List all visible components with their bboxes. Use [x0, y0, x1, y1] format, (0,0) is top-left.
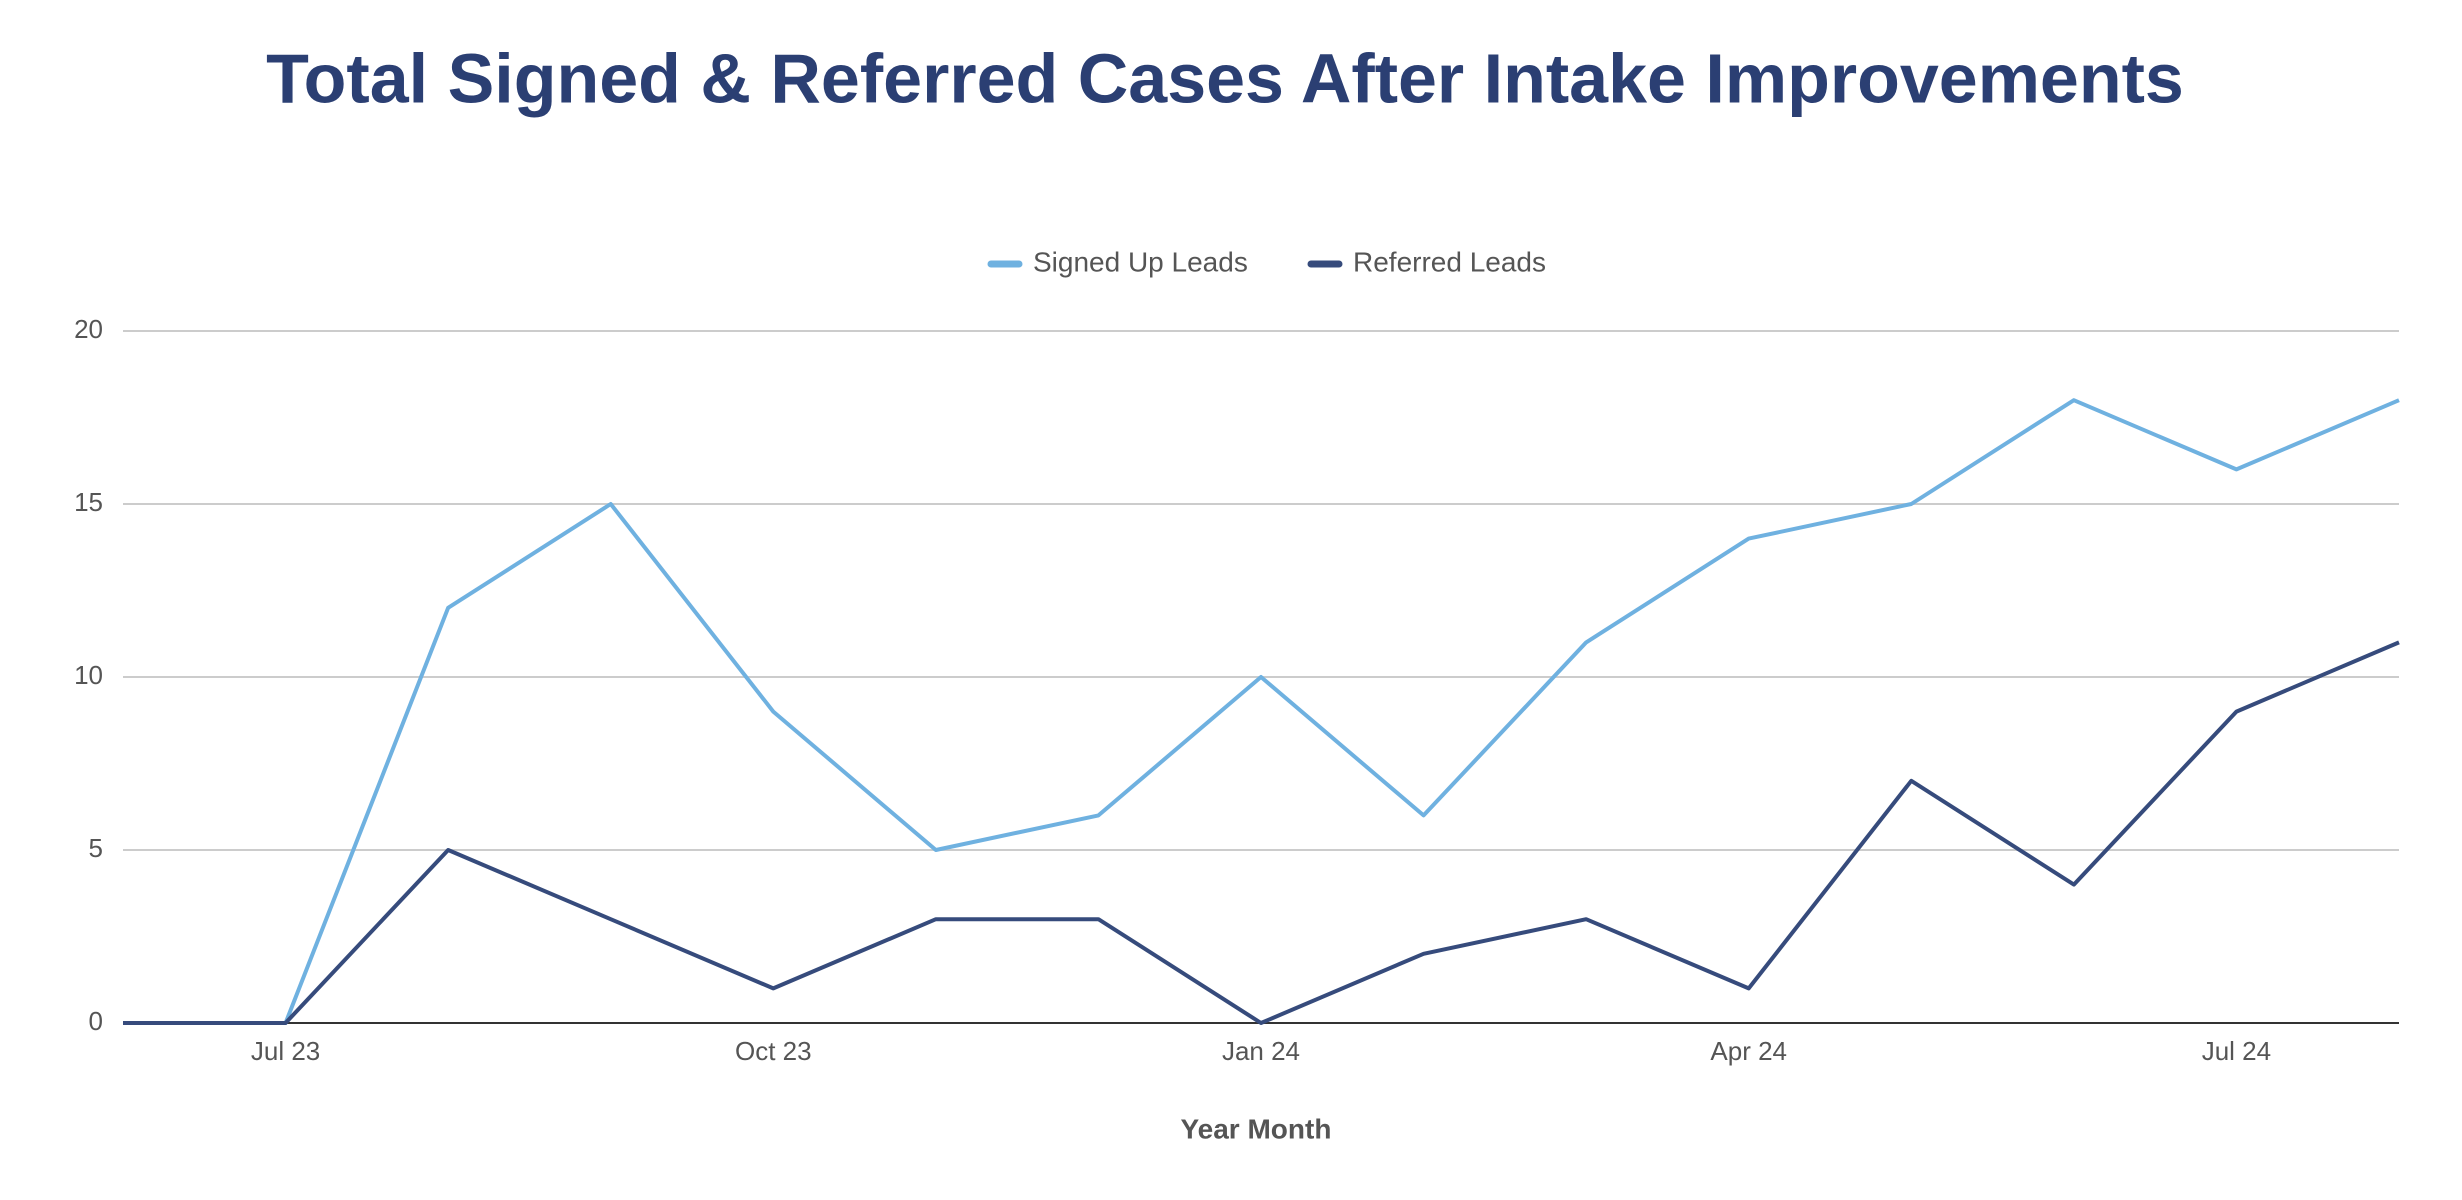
- x-tick-label: Apr 24: [1710, 1036, 1787, 1066]
- chart-title: Total Signed & Referred Cases After Inta…: [266, 39, 2184, 117]
- x-tick-label: Jul 24: [2202, 1036, 2271, 1066]
- y-tick-label: 15: [74, 487, 103, 517]
- x-tick-label: Jan 24: [1222, 1036, 1300, 1066]
- legend-label: Signed Up Leads: [1033, 246, 1248, 277]
- x-axis-title: Year Month: [1181, 1113, 1332, 1144]
- legend-label: Referred Leads: [1353, 246, 1546, 277]
- x-tick-label: Jul 23: [251, 1036, 320, 1066]
- series-line: [123, 398, 2400, 1025]
- y-tick-label: 5: [89, 833, 103, 863]
- y-tick-label: 0: [89, 1006, 103, 1036]
- x-tick-label: Oct 23: [735, 1036, 812, 1066]
- y-tick-label: 10: [74, 660, 103, 690]
- series-line: [123, 640, 2400, 1025]
- y-tick-label: 20: [74, 314, 103, 344]
